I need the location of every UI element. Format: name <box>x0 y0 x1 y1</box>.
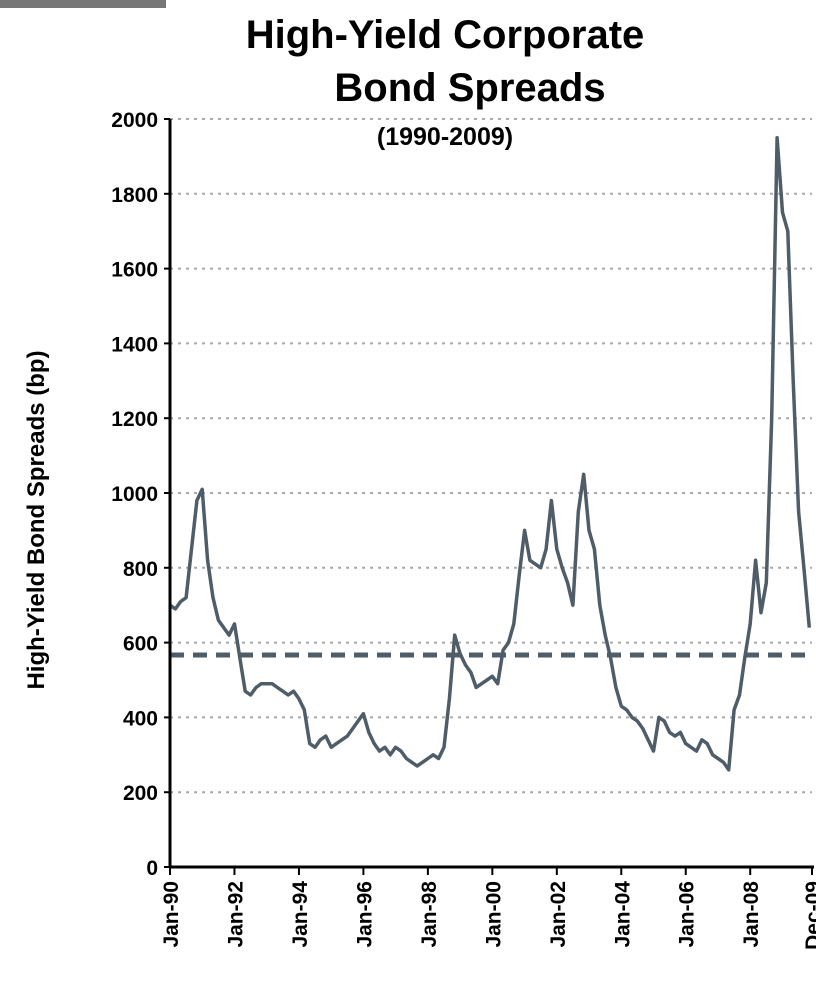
x-tick-label: Dec-09 <box>802 881 816 950</box>
y-tick-label: 400 <box>123 707 158 730</box>
chart-title: High-Yield Corporate <box>246 13 645 57</box>
x-tick-label: Jan-94 <box>289 881 312 948</box>
x-tick-label: Jan-02 <box>547 881 570 948</box>
y-tick-label: 200 <box>123 782 158 805</box>
y-tick-label: 600 <box>123 633 158 656</box>
decor-bar <box>0 0 166 8</box>
x-tick-label: Jan-04 <box>611 881 634 948</box>
y-tick-label: 1200 <box>111 408 158 431</box>
x-tick-label: Jan-08 <box>740 881 763 948</box>
y-tick-label: 0 <box>146 857 158 880</box>
y-tick-label: 2000 <box>111 109 158 132</box>
y-tick-label: 800 <box>123 558 158 581</box>
y-tick-label: 1600 <box>111 259 158 282</box>
x-tick-label: Jan-00 <box>482 881 505 948</box>
x-tick-label: Jan-92 <box>224 881 247 948</box>
y-tick-label: 1800 <box>111 184 158 207</box>
x-tick-label: Jan-98 <box>418 881 441 948</box>
x-tick-label: Jan-96 <box>353 881 376 948</box>
x-tick-label: Jan-90 <box>160 881 183 948</box>
chart-title: Bond Spreads <box>334 66 605 110</box>
y-axis-label: High-Yield Bond Spreads (bp) <box>23 350 50 689</box>
data-line <box>169 135 812 772</box>
y-tick-label: 1400 <box>111 333 158 356</box>
chart-subtitle: (1990-2009) <box>377 123 513 151</box>
x-tick-label: Jan-06 <box>676 881 699 948</box>
y-tick-label: 1000 <box>111 483 158 506</box>
